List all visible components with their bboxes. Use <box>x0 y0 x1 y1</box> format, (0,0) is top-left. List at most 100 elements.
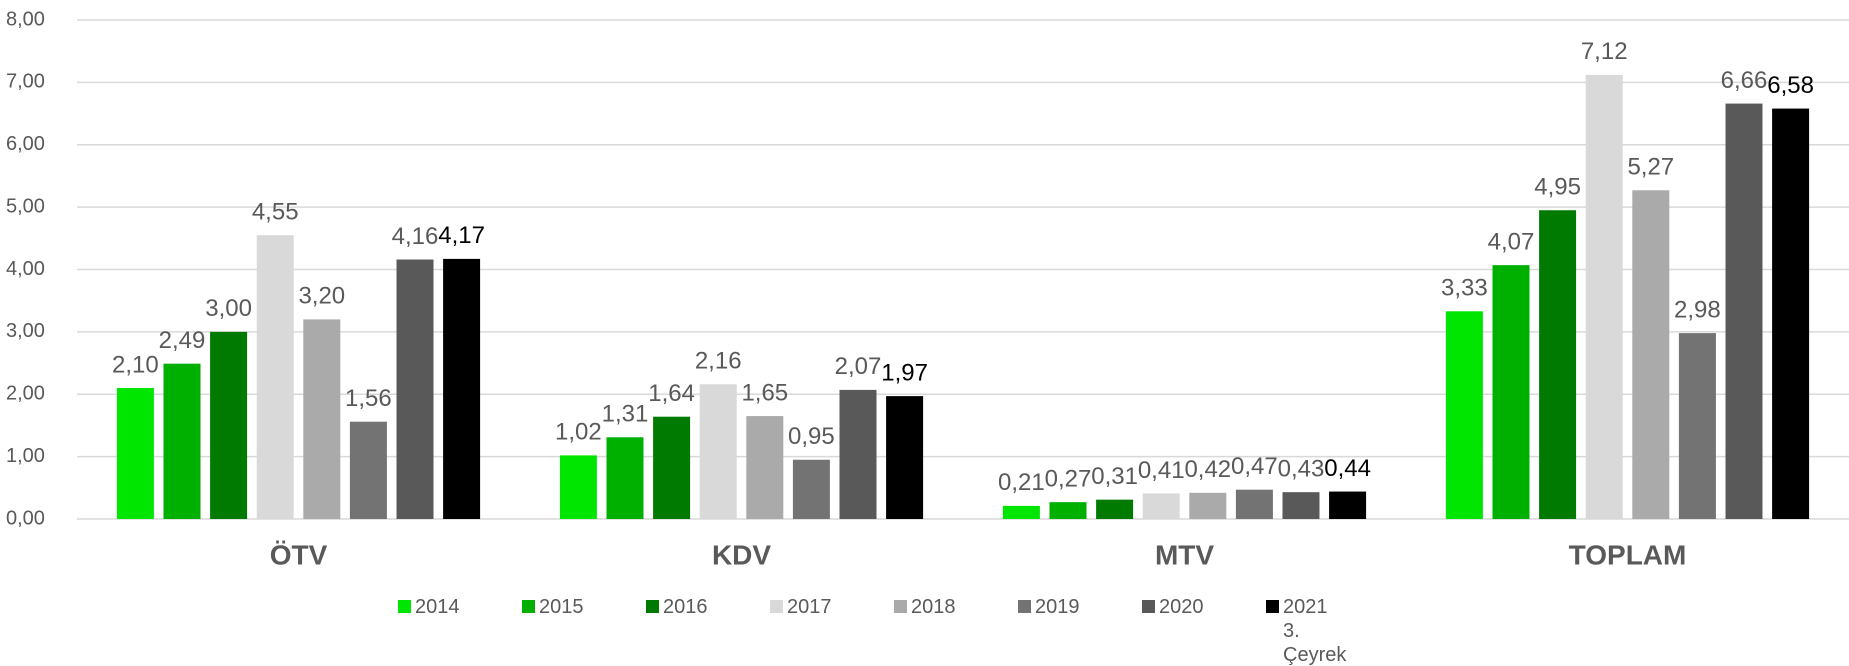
legend-item: 2018 <box>894 595 1018 666</box>
bar <box>1235 489 1273 519</box>
x-tick-label: MTV <box>1155 539 1214 570</box>
data-label: 0,27 <box>1045 466 1092 493</box>
bar <box>349 421 387 519</box>
data-label: 1,97 <box>881 359 928 386</box>
bar <box>303 319 341 519</box>
legend-item: 2019 <box>1018 595 1142 666</box>
bar <box>1049 502 1087 519</box>
legend: 2014 2015 2016 2017 2018 2019 2020 2021 3. Çeyr… <box>398 595 1390 666</box>
data-label: 3,00 <box>205 295 252 322</box>
bar <box>1142 493 1180 519</box>
legend-item: 2016 <box>646 595 770 666</box>
y-tick-label: 6,00 <box>6 133 45 155</box>
bar <box>606 437 644 519</box>
legend-label: 2020 <box>1159 596 1204 618</box>
bar <box>1539 210 1577 519</box>
bar <box>1282 492 1320 519</box>
data-label: 5,27 <box>1627 154 1674 181</box>
bar <box>256 235 294 519</box>
bar <box>839 389 877 519</box>
legend-swatch <box>894 600 907 613</box>
data-label: 0,95 <box>788 423 835 450</box>
legend-swatch <box>398 600 411 613</box>
legend-item: 2017 <box>770 595 894 666</box>
legend-label: 2016 <box>663 596 708 618</box>
legend-item: 2020 <box>1142 595 1266 666</box>
bar <box>653 416 691 519</box>
bar <box>1096 499 1134 519</box>
bar <box>1725 103 1763 520</box>
y-tick-label: 3,00 <box>6 320 45 342</box>
data-label: 6,58 <box>1767 72 1814 99</box>
bar <box>1772 108 1810 519</box>
legend-label: 2019 <box>1035 596 1080 618</box>
data-label: 1,31 <box>602 401 649 428</box>
bar <box>792 459 830 519</box>
legend-item: 2015 <box>522 595 646 666</box>
data-label: 0,43 <box>1278 456 1325 483</box>
legend-swatch <box>522 600 535 613</box>
bar <box>443 258 481 519</box>
data-label: 4,07 <box>1488 228 1535 255</box>
data-label: 0,31 <box>1091 463 1138 490</box>
data-label: 4,95 <box>1534 174 1581 201</box>
y-tick-label: 8,00 <box>6 8 45 30</box>
bar <box>1445 311 1483 519</box>
data-label: 6,66 <box>1721 67 1768 94</box>
legend-label: 2017 <box>787 596 832 618</box>
data-label: 2,10 <box>112 351 159 378</box>
legend-swatch <box>1018 600 1031 613</box>
bar <box>699 384 737 519</box>
data-label: 1,56 <box>345 385 392 412</box>
bar <box>1329 491 1367 519</box>
bar <box>1002 505 1040 519</box>
bar <box>163 363 201 519</box>
data-label: 0,44 <box>1324 455 1371 482</box>
bar <box>559 455 597 519</box>
legend-label: 2018 <box>911 596 956 618</box>
data-label: 2,49 <box>159 327 206 354</box>
bar <box>210 331 248 519</box>
data-label: 7,12 <box>1581 38 1628 65</box>
data-label: 2,16 <box>695 348 742 375</box>
y-tick-label: 5,00 <box>6 195 45 217</box>
legend-item: 2014 <box>398 595 522 666</box>
data-label: 0,21 <box>998 469 1045 496</box>
data-label: 2,07 <box>835 353 882 380</box>
legend-label: 2014 <box>415 596 460 618</box>
data-label: 3,20 <box>298 283 345 310</box>
legend-label: 2021 3. Çeyrek <box>1283 596 1347 666</box>
y-tick-label: 2,00 <box>6 383 45 405</box>
data-label: 2,98 <box>1674 296 1721 323</box>
bar <box>116 388 154 519</box>
y-tick-label: 4,00 <box>6 258 45 280</box>
data-label: 4,16 <box>392 223 439 250</box>
data-label: 4,55 <box>252 199 299 226</box>
y-tick-label: 7,00 <box>6 71 45 93</box>
legend-swatch <box>646 600 659 613</box>
bar <box>1678 333 1716 519</box>
data-label: 0,47 <box>1231 453 1278 480</box>
bar <box>396 259 434 519</box>
data-label: 1,02 <box>555 419 602 446</box>
bar <box>1189 492 1227 519</box>
bar <box>1492 265 1530 519</box>
bar <box>886 396 924 519</box>
data-label: 0,41 <box>1138 457 1185 484</box>
legend-item: 2021 3. Çeyrek <box>1266 595 1390 666</box>
y-tick-label: 0,00 <box>6 507 45 529</box>
data-label: 4,17 <box>438 222 485 249</box>
y-tick-label: 1,00 <box>6 445 45 467</box>
x-tick-label: ÖTV <box>270 539 328 570</box>
bar <box>1585 74 1623 519</box>
legend-swatch <box>770 600 783 613</box>
legend-swatch <box>1266 600 1279 613</box>
legend-swatch <box>1142 600 1155 613</box>
legend-label: 2015 <box>539 596 584 618</box>
data-label: 0,42 <box>1184 456 1231 483</box>
bar <box>746 416 784 519</box>
x-tick-label: KDV <box>712 539 771 570</box>
data-label: 1,65 <box>741 379 788 406</box>
